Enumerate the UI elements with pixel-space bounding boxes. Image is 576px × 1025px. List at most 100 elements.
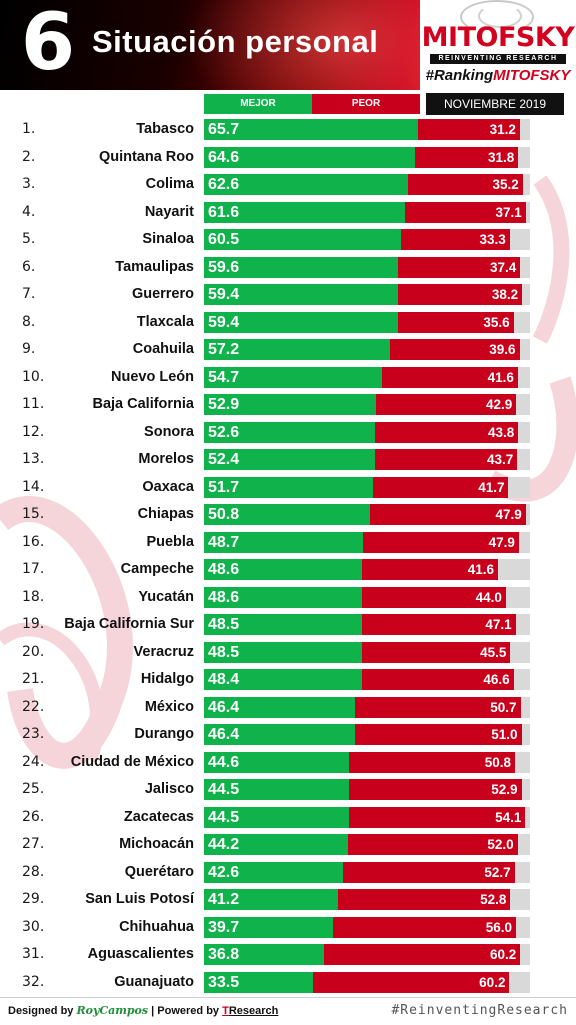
section-number: 6 [20, 0, 76, 88]
bar-mejor [204, 256, 399, 278]
bar-peor [372, 476, 509, 498]
value-label-mejor: 41.2 [208, 891, 240, 908]
state-label: Chiapas [137, 506, 194, 522]
bar-peor [418, 119, 520, 140]
value-label-mejor: 52.6 [208, 423, 240, 441]
chart-row: 29. San Luis Potosí 41.2 52.8 [0, 886, 576, 914]
bar-peor [349, 806, 526, 828]
bar-peor [355, 724, 522, 745]
state-label: Sonora [144, 423, 194, 440]
bar-peor [323, 944, 521, 965]
tresearch-rest: Research [228, 1005, 279, 1017]
value-label-peor: 33.3 [479, 232, 506, 247]
value-label-mejor: 64.6 [208, 148, 240, 166]
state-label: Hidalgo [140, 671, 194, 687]
value-label-peor: 45.5 [480, 644, 507, 660]
state-label: Sinaloa [142, 231, 194, 247]
chart-row: 22. México 46.4 50.7 [0, 694, 576, 722]
state-label: Yucatán [138, 588, 194, 605]
bar-peor [401, 229, 510, 250]
rank-number: 25. [22, 781, 45, 797]
bar-mejor [204, 394, 377, 415]
bar-mejor [204, 834, 349, 855]
chart-row: 4. Nayarit 61.6 37.1 [0, 199, 576, 227]
value-label-mejor: 60.5 [208, 231, 240, 248]
bar-peor [333, 916, 516, 938]
state-label: Baja California [92, 396, 194, 412]
bar-peor [397, 311, 514, 333]
survey-date: NOVIEMBRE 2019 [426, 93, 564, 115]
bar-peor [362, 641, 511, 663]
brand-name: MITOFSKY [421, 22, 575, 53]
page-title: Situación personal [92, 24, 379, 59]
bar-peor [369, 504, 526, 525]
value-label-mejor: 33.5 [208, 973, 240, 991]
bar-peor [404, 201, 526, 223]
rank-number: 12. [22, 423, 45, 440]
value-label-peor: 31.8 [487, 149, 515, 165]
rank-number: 15. [22, 506, 45, 522]
state-label: México [144, 698, 194, 715]
state-label: Morelos [138, 451, 194, 467]
hashtag-prefix: #Ranking [425, 67, 494, 84]
value-label-mejor: 36.8 [208, 946, 240, 963]
bar-peor [342, 861, 515, 883]
value-label-peor: 43.8 [487, 424, 515, 440]
bar-mejor [204, 751, 350, 773]
powered-by-label: | Powered by [148, 1005, 223, 1017]
bar-mejor [204, 971, 314, 993]
value-label-peor: 38.2 [491, 287, 519, 302]
bar-peor [362, 531, 519, 553]
state-label: Tabasco [136, 121, 194, 137]
state-label: Michoacán [119, 836, 194, 852]
value-label-mejor: 46.4 [208, 726, 240, 743]
bar-peor [362, 559, 499, 580]
rank-number: 9. [22, 341, 36, 357]
rank-number: 20. [22, 643, 45, 660]
rank-number: 22. [22, 698, 45, 715]
rank-number: 28. [22, 863, 45, 880]
rank-number: 17. [22, 561, 45, 577]
bar-peor [382, 366, 518, 388]
value-label-peor: 42.9 [486, 397, 513, 412]
chart-row: 30. Chihuahua 39.7 56.0 [0, 914, 576, 942]
chart-row: 8. Tlaxcala 59.4 35.6 [0, 309, 576, 337]
chart-row: 6. Tamaulipas 59.6 37.4 [0, 254, 576, 282]
bar-mejor [204, 779, 350, 800]
value-label-mejor: 65.7 [208, 121, 240, 138]
value-label-mejor: 61.6 [208, 203, 240, 221]
designed-by-label: Designed by [8, 1005, 77, 1017]
value-label-mejor: 52.4 [208, 451, 240, 468]
legend-peor: PEOR [312, 94, 420, 114]
chart-row: 28. Querétaro 42.6 52.7 [0, 859, 576, 887]
rank-number: 31. [22, 946, 45, 962]
ranking-hashtag: #RankingMITOFSKY [420, 67, 576, 84]
chart-row: 3. Colima 62.6 35.2 [0, 171, 576, 199]
bar-mejor [204, 806, 350, 828]
chart-row: 12. Sonora 52.6 43.8 [0, 419, 576, 447]
value-label-mejor: 44.5 [208, 808, 240, 826]
bar-mejor [204, 311, 398, 333]
chart-row: 13. Morelos 52.4 43.7 [0, 446, 576, 474]
bar-mejor [204, 724, 356, 745]
bar-peor [313, 971, 510, 993]
value-label-peor: 52.0 [487, 837, 514, 852]
state-label: Guanajuato [114, 973, 194, 990]
rank-number: 2. [22, 148, 36, 165]
bar-peor [390, 339, 520, 360]
state-label: Nuevo León [111, 368, 194, 385]
header-banner: 6 Situación personal MITOFSKY REINVENTIN… [0, 0, 576, 90]
value-label-peor: 43.7 [487, 452, 514, 467]
state-label: Colima [145, 176, 194, 192]
chart-row: 23. Durango 46.4 51.0 [0, 721, 576, 749]
bar-peor [408, 174, 523, 195]
value-label-mejor: 59.4 [208, 286, 240, 303]
bar-mejor [204, 146, 415, 168]
bar-mejor [204, 641, 363, 663]
brand-tagline: REINVENTING RESEARCH [430, 54, 566, 64]
value-label-peor: 35.6 [483, 314, 510, 330]
bar-peor [398, 256, 521, 278]
state-label: Aguascalientes [87, 946, 194, 962]
chart-row: 7. Guerrero 59.4 38.2 [0, 281, 576, 309]
bar-peor [349, 751, 515, 773]
